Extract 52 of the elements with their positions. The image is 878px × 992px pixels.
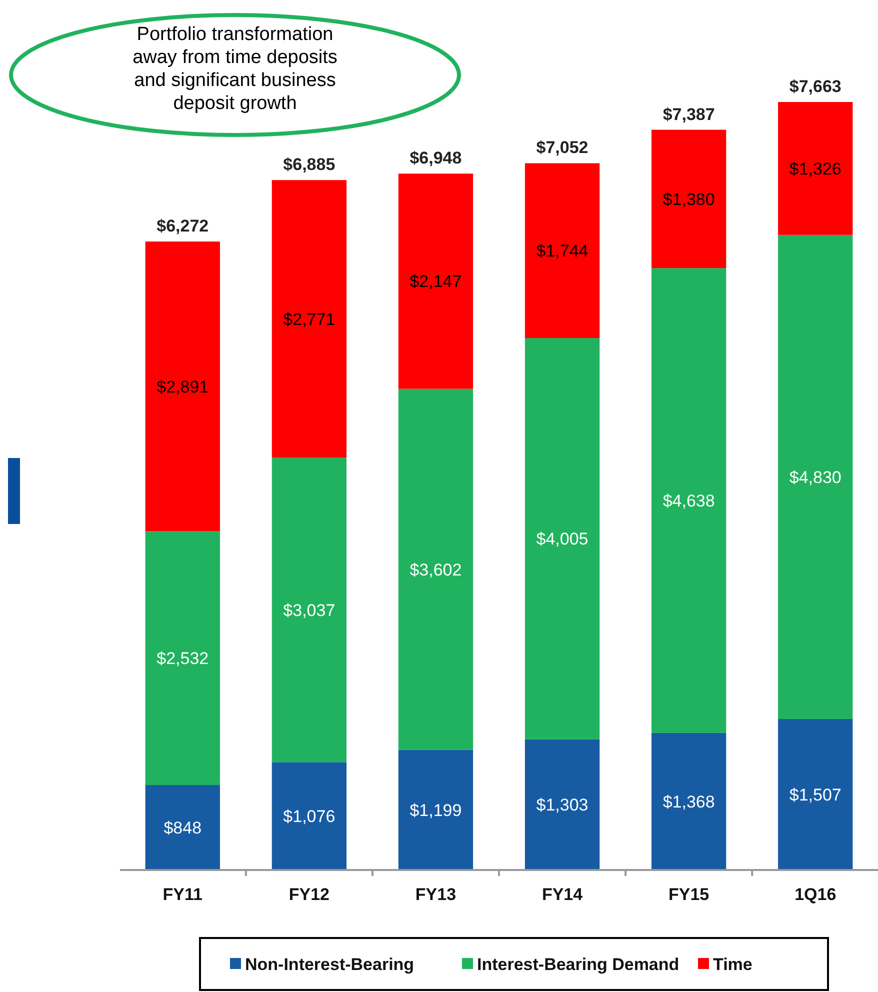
- data-label: $2,891: [156, 377, 209, 396]
- bar: [398, 750, 474, 870]
- data-label: $1,303: [536, 796, 588, 815]
- data-label: $4,638: [662, 491, 715, 510]
- data-label: $1,507: [789, 785, 842, 804]
- bar: [272, 180, 347, 458]
- bar: [778, 234, 853, 719]
- total-label: $7,052: [536, 138, 588, 158]
- bar: [778, 718, 853, 870]
- legend-label: Non-Interest-Bearing: [245, 955, 414, 974]
- data-label: $848: [164, 818, 202, 838]
- x-tick-label: FY15: [668, 885, 710, 904]
- bar: [524, 338, 600, 740]
- bar: [651, 268, 726, 733]
- data-label: $1,368: [662, 792, 715, 812]
- total-label: $6,948: [410, 148, 462, 168]
- legend-label: Interest-Bearing Demand: [477, 955, 680, 974]
- data-label: $1,199: [410, 800, 462, 820]
- legend-label: Time: [713, 955, 752, 974]
- total-label: $6,272: [156, 216, 209, 236]
- x-tick-label: FY12: [288, 885, 330, 904]
- data-label: $2,771: [283, 310, 336, 329]
- bar: [651, 130, 726, 268]
- data-label: $4,005: [536, 530, 588, 549]
- bar: [524, 739, 600, 870]
- bar: [398, 174, 474, 389]
- data-label: $3,037: [283, 600, 336, 620]
- total-label: $7,663: [789, 77, 842, 96]
- bar: [778, 102, 853, 235]
- data-label: $1,076: [283, 807, 336, 826]
- bar: [524, 163, 600, 338]
- bar: [651, 732, 726, 870]
- bar: [272, 762, 347, 870]
- total-label: $7,387: [662, 104, 715, 124]
- data-label: $2,532: [156, 649, 209, 668]
- x-tick-label: FY14: [542, 885, 584, 904]
- data-label: $3,602: [410, 560, 462, 580]
- x-tick-label: FY11: [162, 885, 202, 904]
- annotation: Portfolio transformation away from time deposits and significant business deposit growth: [132, 24, 338, 114]
- bar: [145, 531, 220, 786]
- data-label: $1,744: [536, 242, 588, 261]
- bar: [272, 458, 347, 762]
- data-label: $1,380: [662, 190, 715, 209]
- x-tick-label: 1Q16: [794, 885, 836, 904]
- bar: [145, 785, 220, 870]
- bar: [145, 242, 220, 532]
- data-label: $2,147: [410, 272, 462, 292]
- data-label: $1,326: [789, 159, 842, 178]
- data-label: $4,830: [789, 468, 842, 487]
- total-label: $6,885: [283, 155, 336, 174]
- x-tick-label: FY13: [415, 885, 456, 904]
- bar: [398, 388, 474, 750]
